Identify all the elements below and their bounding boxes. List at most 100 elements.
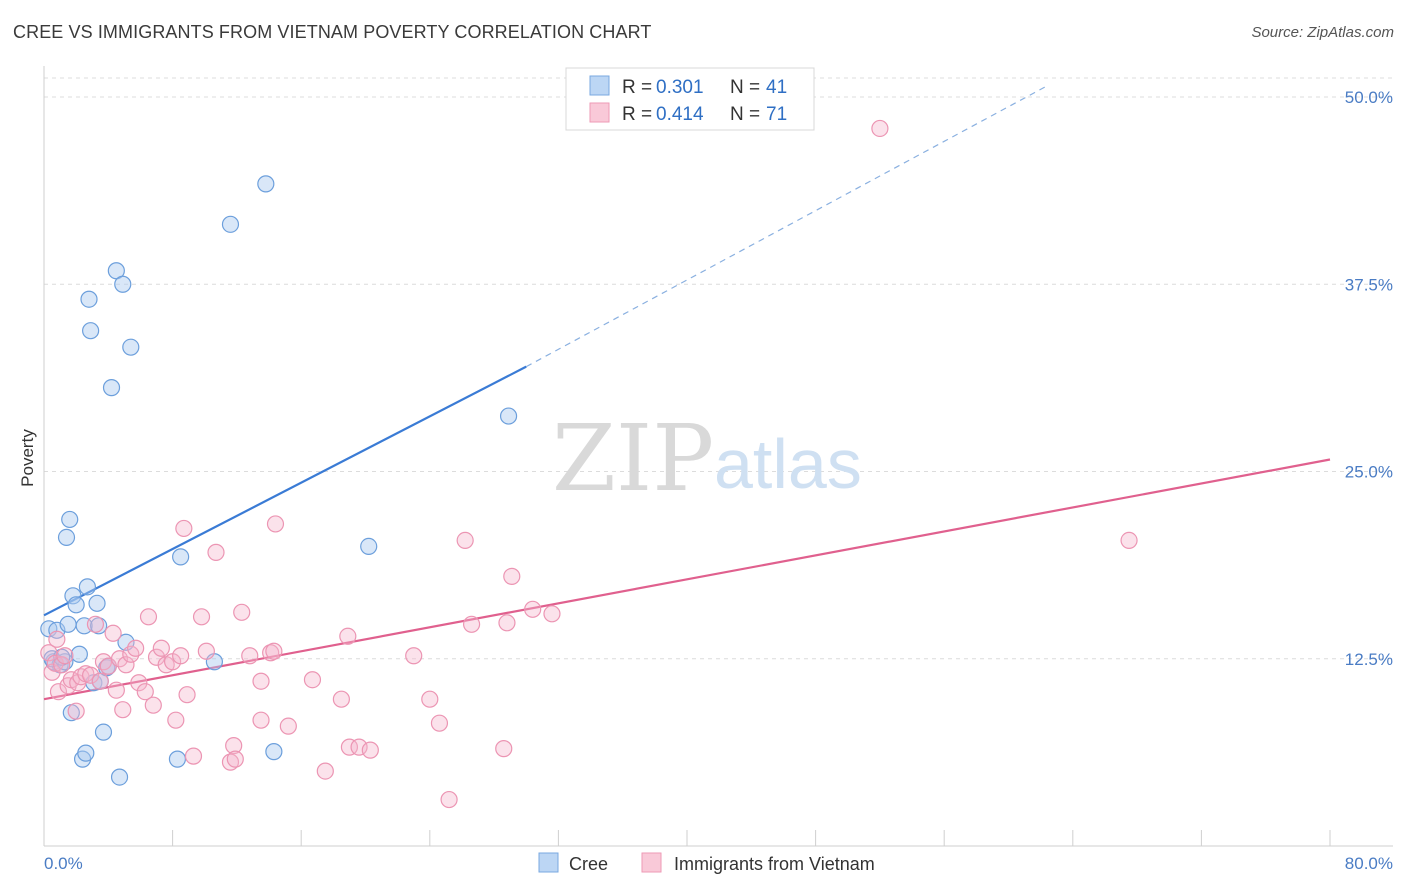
vietnam-point-34: [172, 647, 190, 665]
vietnam-point-30: [152, 639, 170, 657]
vietnam-point-24: [127, 639, 145, 657]
x-tick-label-min: 0.0%: [44, 854, 83, 873]
vietnam-point-42: [225, 737, 243, 755]
vietnam-point-70: [871, 119, 889, 138]
trend-lines: [43, 84, 1331, 701]
y-tick-label-2: 37.5%: [1345, 275, 1393, 294]
vietnam-point-52: [303, 671, 322, 689]
vietnam-point-0: [40, 644, 58, 662]
vietnam-point-20: [110, 650, 129, 668]
cree-point-9: [64, 587, 82, 605]
vietnam-trend-line: [43, 458, 1331, 701]
bottom-legend-label-vietnam: Immigrants from Vietnam: [674, 854, 875, 874]
legend-r-value-2: 0.414: [656, 104, 704, 125]
watermark-zip: ZIP: [552, 405, 714, 512]
vietnam-point-71: [1120, 531, 1138, 550]
legend-swatch-vietnam: [589, 102, 610, 123]
vietnam-point-49: [265, 642, 283, 660]
y-tick-label-1: 25.0%: [1345, 463, 1393, 482]
vietnam-point-50: [266, 515, 285, 533]
cree-trend-line: [43, 365, 527, 617]
cree-point-27: [110, 768, 129, 786]
vietnam-point-19: [107, 681, 125, 699]
vietnam-point-15: [91, 672, 109, 690]
legend-n-value-1: 41: [766, 77, 787, 98]
vietnam-point-22: [117, 656, 135, 674]
gridlines: [44, 77, 1393, 660]
vietnam-point-58: [361, 741, 379, 759]
cree-point-38: [499, 407, 518, 425]
vietnam-point-4: [49, 683, 68, 701]
vietnam-point-26: [136, 683, 154, 701]
vietnam-point-68: [524, 600, 542, 618]
legend-n-label-1: N =: [730, 77, 760, 98]
vietnam-point-45: [241, 647, 259, 665]
cree-point-10: [67, 596, 85, 614]
vietnam-point-39: [197, 642, 215, 660]
vietnam-point-51: [279, 717, 297, 735]
vietnam-point-69: [543, 605, 561, 623]
legend-r-label-1: R =: [622, 77, 652, 98]
vietnam-point-43: [226, 750, 244, 768]
vietnam-point-27: [139, 608, 158, 626]
cree-point-35: [257, 175, 275, 193]
cree-point-28: [114, 275, 132, 293]
cree-point-31: [168, 750, 187, 768]
bottom-legend-swatch-cree: [538, 852, 559, 873]
vietnam-point-62: [440, 790, 458, 809]
vietnam-point-67: [503, 567, 521, 585]
vietnam-point-3: [48, 630, 66, 648]
bottom-legend-label-cree: Cree: [569, 854, 608, 874]
vietnam-point-18: [104, 624, 122, 642]
vietnam-point-63: [456, 531, 474, 550]
legend-n-value-2: 71: [766, 104, 787, 125]
correlation-legend: R = 0.301 N = 41 R = 0.414 N = 71: [565, 67, 815, 131]
vietnam-point-59: [405, 647, 423, 665]
vietnam-point-64: [462, 615, 481, 633]
cree-point-36: [265, 743, 283, 761]
x-tick-labels: 0.0% 80.0%: [44, 854, 1393, 873]
y-tick-label-0: 12.5%: [1345, 650, 1393, 669]
legend-swatch-cree: [589, 75, 610, 96]
vietnam-point-13: [82, 666, 100, 684]
vietnam-point-55: [339, 627, 357, 645]
vietnam-point-25: [130, 674, 148, 692]
vietnam-point-57: [350, 738, 368, 756]
y-axis-label: Poverty: [18, 429, 37, 487]
vietnam-point-40: [207, 543, 225, 561]
axes: [43, 66, 1393, 847]
watermark: ZIP atlas: [552, 405, 862, 512]
watermark-atlas: atlas: [714, 425, 862, 503]
vietnam-point-44: [233, 603, 251, 621]
vietnam-point-35: [178, 686, 196, 704]
data-points: [40, 119, 1138, 809]
cree-point-19: [88, 594, 106, 612]
y-tick-label-3: 50.0%: [1345, 88, 1393, 107]
cree-point-37: [360, 537, 378, 556]
cree-point-34: [221, 215, 240, 233]
legend-n-label-2: N =: [730, 104, 760, 125]
vietnam-point-36: [175, 519, 193, 538]
cree-point-30: [122, 338, 140, 356]
vietnam-point-33: [167, 711, 185, 729]
cree-point-25: [102, 379, 121, 397]
cree-point-32: [172, 548, 190, 566]
cree-point-11: [70, 645, 88, 663]
bottom-legend-swatch-vietnam: [641, 852, 662, 873]
vietnam-point-28: [144, 696, 162, 714]
vietnam-point-53: [316, 762, 334, 780]
cree-point-6: [59, 615, 77, 633]
vietnam-point-61: [430, 714, 449, 732]
cree-point-17: [82, 322, 100, 340]
vietnam-point-9: [67, 702, 85, 720]
x-tick-label-max: 80.0%: [1345, 854, 1393, 873]
cree-point-7: [61, 510, 79, 529]
cree-point-22: [94, 723, 113, 741]
cree-point-5: [57, 528, 76, 547]
cree-point-15: [78, 578, 97, 596]
vietnam-point-66: [498, 614, 516, 632]
vietnam-point-6: [56, 647, 74, 665]
vietnam-point-38: [192, 608, 211, 626]
source-label: Source: ZipAtlas.com: [1251, 24, 1394, 41]
y-tick-labels: 12.5% 25.0% 37.5% 50.0%: [1345, 88, 1393, 669]
